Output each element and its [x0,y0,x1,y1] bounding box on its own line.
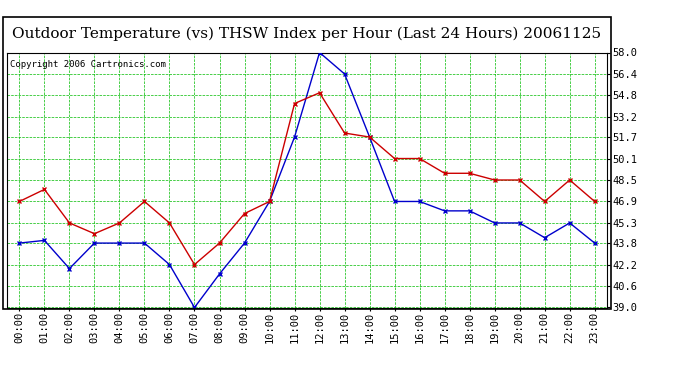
Text: Copyright 2006 Cartronics.com: Copyright 2006 Cartronics.com [10,60,166,69]
Text: Outdoor Temperature (vs) THSW Index per Hour (Last 24 Hours) 20061125: Outdoor Temperature (vs) THSW Index per … [12,26,602,40]
